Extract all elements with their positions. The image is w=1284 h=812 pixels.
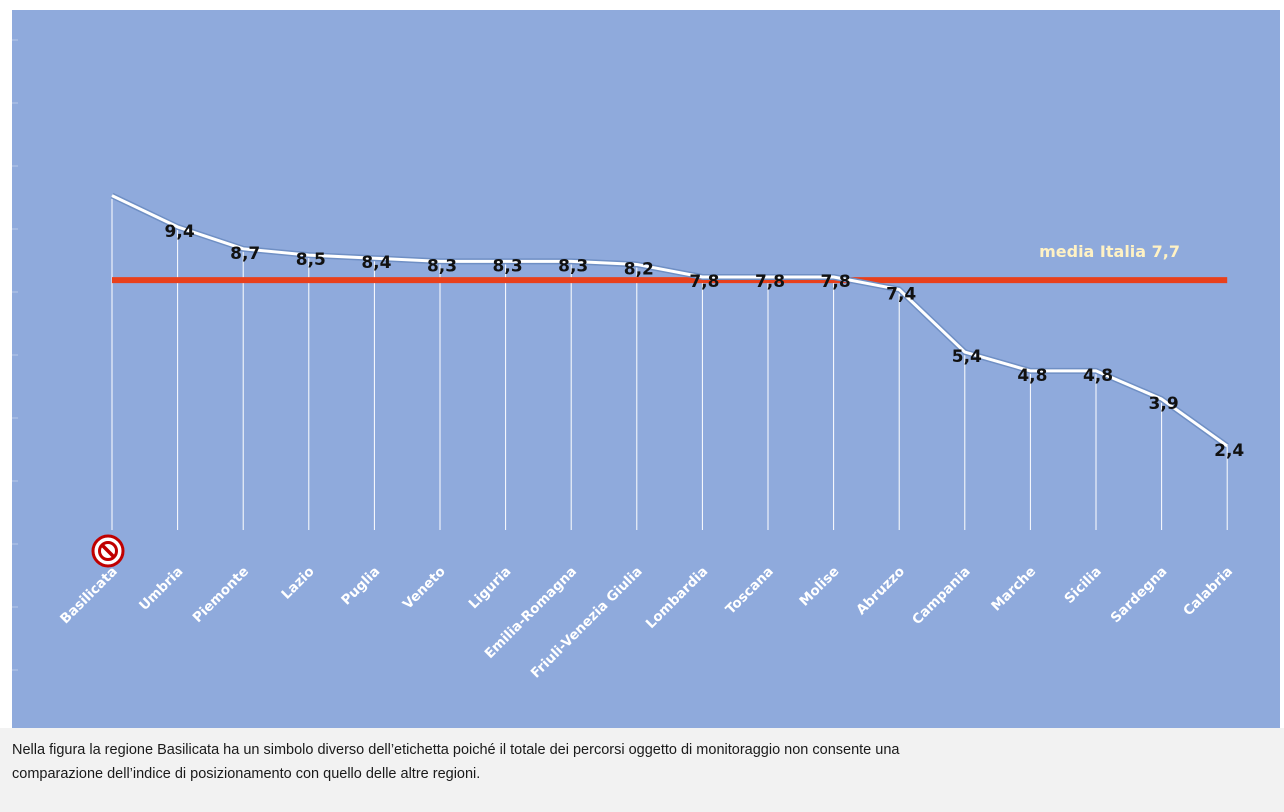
basilicata-marker-group (91, 534, 125, 568)
prohibited-icon-bar (100, 543, 116, 559)
chart-area: media Italia 7,7 9,4 8,7 8,5 8,4 8,3 8,3 8,3 8,… (12, 10, 1280, 728)
prohibited-icon (91, 534, 125, 568)
category-label: Abruzzo (853, 564, 908, 619)
category-label: Marche (988, 564, 1039, 615)
series-line-shadow (110, 192, 1229, 449)
category-label: Piemonte (190, 564, 252, 626)
data-label: 8,5 (296, 250, 326, 270)
data-label: 4,8 (1017, 366, 1047, 386)
data-label: 8,3 (493, 256, 523, 276)
category-label: Liguria (466, 564, 515, 613)
category-label: Puglia (338, 564, 383, 609)
data-label: 8,2 (624, 259, 654, 279)
data-label: 8,4 (361, 253, 391, 273)
category-labels: Basilicata Umbria Piemonte Lazio Puglia Venet… (57, 564, 1236, 682)
drop-lines (111, 195, 1228, 530)
category-label: Basilicata (57, 564, 121, 628)
data-label: 7,8 (689, 272, 719, 292)
category-label: Molise (796, 564, 842, 610)
data-label: 3,9 (1149, 394, 1179, 414)
data-label: 7,8 (821, 272, 851, 292)
category-label: Campania (909, 564, 974, 629)
prohibited-icon-inner (98, 541, 118, 561)
data-labels: 9,4 8,7 8,5 8,4 8,3 8,3 8,3 8,2 7,8 7,8 7,8 7,4 5,4 4… (165, 222, 1245, 461)
caption-line-1: Nella figura la regione Basilicata ha un… (12, 742, 900, 758)
line-chart: media Italia 7,7 9,4 8,7 8,5 8,4 8,3 8,3 8,3 8,… (12, 39, 1245, 682)
series-line (111, 194, 1229, 448)
series-line-group (110, 192, 1229, 449)
data-label: 8,3 (427, 256, 457, 276)
data-label: 8,3 (558, 256, 588, 276)
data-label: 7,8 (755, 272, 785, 292)
reference-line-group: media Italia 7,7 (112, 242, 1228, 284)
category-label: Lazio (278, 564, 317, 603)
category-label: Friuli-Venezia Giulia (528, 564, 646, 682)
caption-line-2: comparazione dell’indice di posizionamen… (12, 766, 481, 782)
category-label: Veneto (400, 564, 449, 613)
data-label: 7,4 (886, 285, 916, 305)
category-label: Toscana (723, 564, 777, 618)
category-label: Lombardia (643, 564, 711, 632)
category-label: Calabria (1180, 564, 1236, 620)
category-label: Sicilia (1061, 564, 1104, 607)
category-label: Sardegna (1108, 564, 1171, 627)
data-label: 2,4 (1214, 441, 1244, 461)
reference-line-label: media Italia 7,7 (1039, 242, 1180, 261)
data-label: 4,8 (1083, 366, 1113, 386)
figure-caption: Nella figura la regione Basilicata ha un… (0, 728, 1284, 812)
category-label: Umbria (136, 564, 186, 614)
data-label: 9,4 (165, 222, 195, 242)
data-label: 5,4 (952, 347, 982, 367)
data-label: 8,7 (230, 244, 260, 264)
chart-axis-ticks (12, 39, 18, 671)
